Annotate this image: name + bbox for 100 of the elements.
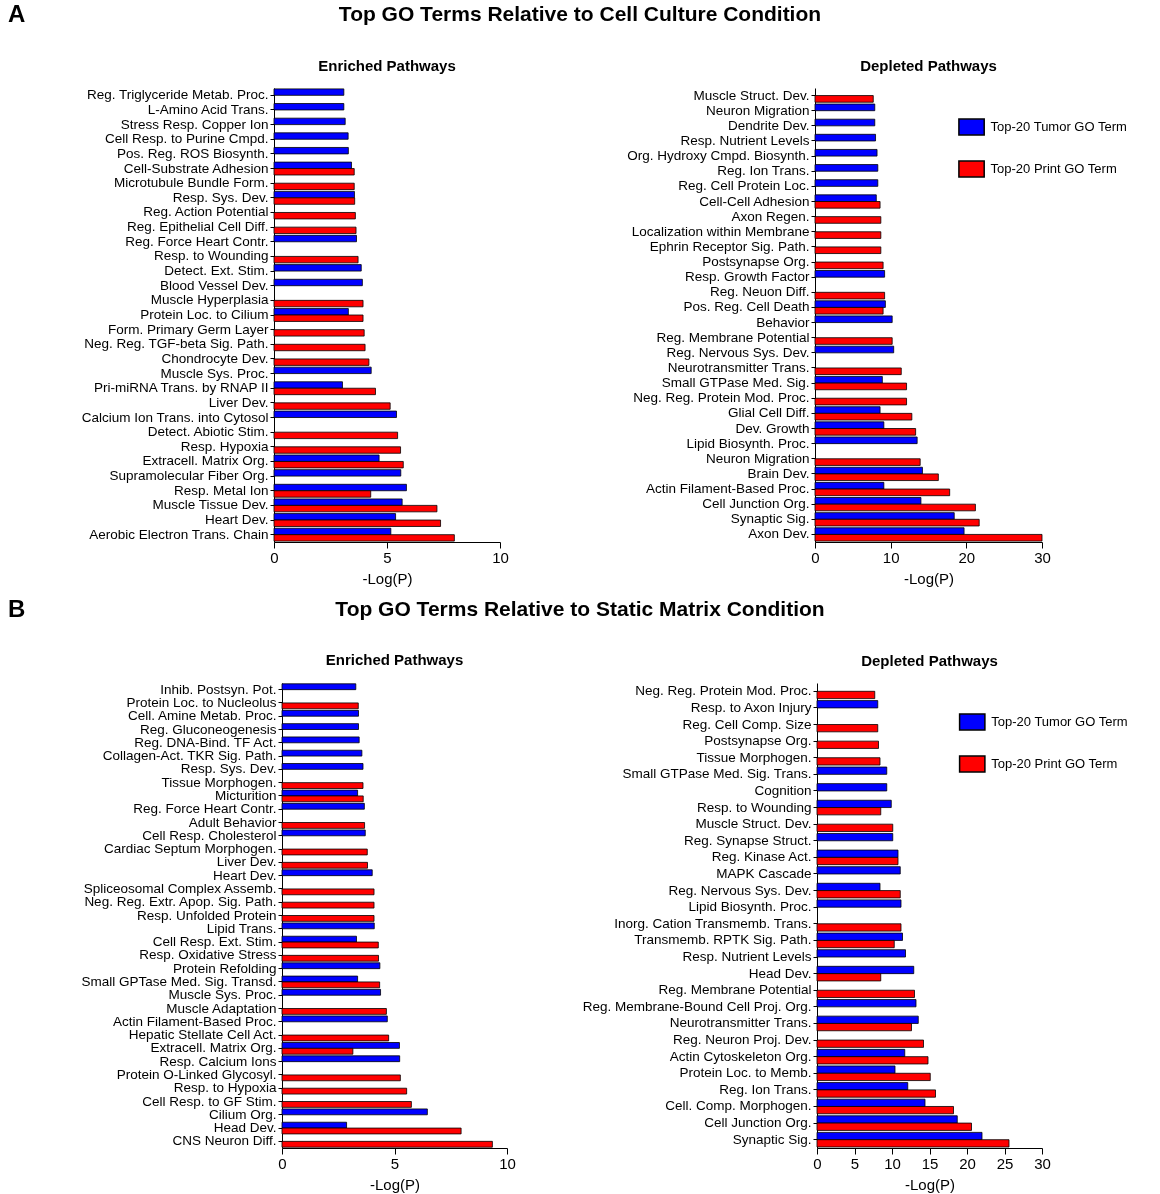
y-tick-label: Form. Primary Germ Layer xyxy=(107,321,269,337)
y-tick-label: Resp. Sys. Dev. xyxy=(180,761,277,777)
y-tick-label: Heart Dev. xyxy=(212,867,277,883)
x-tick-label: 5 xyxy=(390,1154,400,1172)
y-tick-label: Muscle Hyperplasia xyxy=(150,292,269,308)
y-tick-label: Pri-miRNA Trans. by RNAP II xyxy=(93,380,269,396)
y-tick-label: Lipid Biosynth. Proc. xyxy=(686,435,810,451)
y-tick-label: Brain Dev. xyxy=(747,465,810,481)
y-tick-label: Head Dev. xyxy=(213,1120,277,1136)
y-tick-label: Reg. Membrane Potential xyxy=(658,982,812,998)
text: Top GO Terms Relative to Static Matrix Condition xyxy=(335,597,825,620)
y-tick-label: Synaptic Sig. xyxy=(730,511,810,527)
y-tick-label: Supramolecular Fiber Org. xyxy=(109,468,269,484)
y-tick-label: Cell Resp. to Purine Cmpd. xyxy=(104,131,269,147)
y-tick-label: Actin Filament-Based Proc. xyxy=(112,1013,277,1029)
y-tick-label: CNS Neuron Diff. xyxy=(172,1133,277,1149)
y-tick-label: Cell. Amine Metab. Proc. xyxy=(127,708,277,724)
y-tick-label: Liver Dev. xyxy=(208,394,269,410)
y-tick-label: MAPK Cascade xyxy=(716,865,812,881)
y-tick-label: Muscle Adaptation xyxy=(166,1000,277,1016)
y-tick-label: Resp. to Wounding xyxy=(153,248,269,264)
y-tick-label: Reg. Action Potential xyxy=(143,204,269,220)
x-tick-label: 25 xyxy=(996,1154,1014,1172)
y-tick-label: Neurotransmitter Trans. xyxy=(667,359,810,375)
y-tick-label: Lipid Biosynth. Proc. xyxy=(688,899,812,915)
x-tick-label: 30 xyxy=(1034,1154,1051,1172)
x-axis-title: -Log(P) xyxy=(369,1175,421,1193)
y-tick-label: Chondrocyte Dev. xyxy=(161,350,269,366)
x-tick-label: 20 xyxy=(958,548,976,566)
y-tick-label: Dev. Growth xyxy=(735,420,810,436)
text: A xyxy=(8,0,26,28)
y-tick-label: Resp. Hypoxia xyxy=(180,438,269,454)
x-axis-title: -Log(P) xyxy=(904,1175,956,1193)
y-tick-label: Postsynapse Org. xyxy=(702,254,810,270)
y-tick-label: Blood Vessel Dev. xyxy=(159,277,269,293)
x-tick-label: 0 xyxy=(278,1154,287,1172)
x-tick-label: 10 xyxy=(492,548,509,566)
y-tick-label: Neg. Reg. TGF-beta Sig. Path. xyxy=(84,336,269,352)
y-tick-label: Cell Junction Org. xyxy=(704,1115,812,1131)
y-tick-label: Reg. Gluconeogenesis xyxy=(139,721,277,737)
x-tick-label: 15 xyxy=(921,1154,939,1172)
x-tick-label: 0 xyxy=(270,548,279,566)
y-tick-label: Postsynapse Org. xyxy=(704,733,812,749)
y-tick-label: Inhib. Postsyn. Pot. xyxy=(160,681,277,697)
x-tick-label: 10 xyxy=(882,548,900,566)
y-tick-label: Small GTPase Med. Sig. Trans. xyxy=(622,766,812,782)
y-tick-label: Microtubule Bundle Form. xyxy=(113,175,269,191)
x-tick-label: 30 xyxy=(1034,548,1051,566)
y-tick-label: Reg. Kinase Act. xyxy=(711,849,812,865)
y-tick-label: Reg. Epithelial Cell Diff. xyxy=(126,219,269,235)
y-tick-label: Lipid Trans. xyxy=(206,920,277,936)
y-tick-label: Axon Dev. xyxy=(748,526,810,542)
y-tick-label: Actin Cytoskeleton Org. xyxy=(669,1048,812,1064)
y-tick-label: Protein Loc. to Cilium xyxy=(140,307,269,322)
y-tick-label: Reg. Triglyceride Metab. Proc. xyxy=(86,87,269,103)
x-tick-label: 10 xyxy=(884,1154,901,1172)
y-tick-label: Protein Refolding xyxy=(172,960,277,976)
x-axis-title: -Log(P) xyxy=(903,569,955,587)
y-tick-label: Extracell. Matrix Org. xyxy=(142,453,269,469)
x-tick-label: 5 xyxy=(850,1154,860,1172)
y-tick-label: Cell Resp. Ext. Stim. xyxy=(152,934,277,950)
y-tick-label: Detect. Ext. Stim. xyxy=(164,263,269,279)
y-tick-label: Resp. Metal Ion xyxy=(173,482,269,498)
chart-title: Depleted Pathways xyxy=(861,652,998,669)
x-tick-label: 20 xyxy=(959,1154,976,1172)
chart-title: Enriched Pathways xyxy=(325,651,464,669)
y-tick-label: Neg. Reg. Protein Mod. Proc. xyxy=(633,390,810,406)
legend-label: Top-20 Print GO Term xyxy=(990,161,1117,176)
x-tick-label: 0 xyxy=(813,1154,822,1172)
y-tick-label: Cilium Org. xyxy=(208,1106,277,1122)
y-tick-label: Localization within Membrane xyxy=(631,223,810,239)
y-tick-label: Glial Cell Diff. xyxy=(727,405,810,421)
y-tick-label: Dendrite Dev. xyxy=(727,117,810,133)
y-tick-label: Cell Resp. Cholesterol xyxy=(142,827,277,843)
y-tick-label: Resp. Oxidative Stress xyxy=(139,947,277,963)
y-tick-label: Hepatic Stellate Cell Act. xyxy=(128,1027,277,1043)
y-tick-label: Stress Resp. Copper Ion xyxy=(120,116,269,132)
y-tick-label: Adult Behavior xyxy=(188,814,277,830)
chart-title: Depleted Pathways xyxy=(860,57,997,74)
y-tick-label: Reg. Neuon Diff. xyxy=(709,284,810,300)
y-tick-label: Neg. Reg. Protein Mod. Proc. xyxy=(635,683,812,699)
y-tick-label: Reg. Cell Protein Loc. xyxy=(678,178,810,194)
y-tick-label: Liver Dev. xyxy=(216,854,277,870)
y-tick-label: Resp. to Axon Injury xyxy=(690,699,812,715)
y-tick-label: Aerobic Electron Trans. Chain xyxy=(89,526,269,542)
y-tick-label: Resp. Sys. Dev. xyxy=(172,189,269,205)
y-tick-label: Axon Regen. xyxy=(731,208,810,224)
y-tick-label: Muscle Sys. Proc. xyxy=(168,987,277,1003)
y-tick-label: Cell-Substrate Adhesion xyxy=(123,160,269,176)
y-tick-label: Detect. Abiotic Stim. xyxy=(147,424,269,440)
x-tick-label: 0 xyxy=(811,548,820,566)
y-tick-label: Reg. Force Heart Contr. xyxy=(133,801,277,817)
y-tick-label: Muscle Sys. Proc. xyxy=(160,365,269,381)
y-tick-label: Inorg. Cation Transmemb. Trans. xyxy=(614,915,812,931)
y-tick-label: Reg. Nervous Sys. Dev. xyxy=(668,882,812,898)
y-tick-label: Reg. Membrane Potential xyxy=(656,329,810,345)
y-tick-label: Resp. to Wounding xyxy=(696,799,812,815)
y-tick-label: Reg. Ion Trans. xyxy=(717,163,810,179)
y-tick-label: Small GTPase Med. Sig. xyxy=(661,375,810,391)
y-tick-label: Transmemb. RPTK Sig. Path. xyxy=(634,932,812,948)
